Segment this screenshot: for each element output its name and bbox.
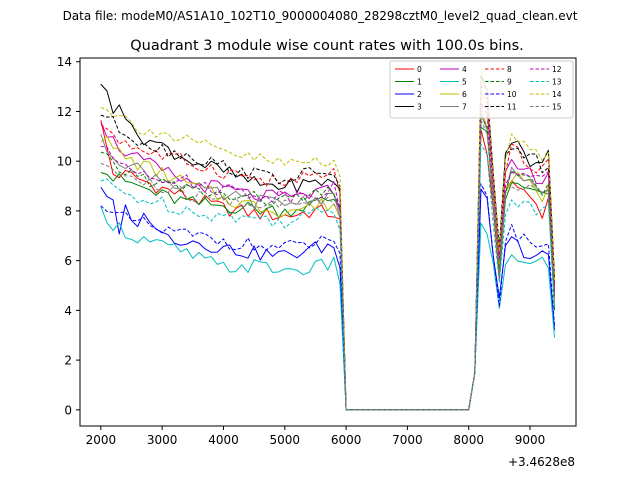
x-tick-label: 7000 xyxy=(392,433,423,447)
y-tick-label: 0 xyxy=(64,403,72,417)
x-tick-label: 6000 xyxy=(331,433,362,447)
legend-label-14: 14 xyxy=(552,90,562,99)
legend-label-10: 10 xyxy=(507,90,517,99)
legend-box xyxy=(389,60,574,119)
x-tick-label: 3000 xyxy=(147,433,178,447)
legend-label-3: 3 xyxy=(417,103,422,112)
x-axis: 2000 3000 4000 5000 6000 7000 8000 9000 xyxy=(86,426,546,447)
series-layer xyxy=(100,68,556,411)
y-tick-label: 6 xyxy=(64,254,72,268)
legend-label-5: 5 xyxy=(462,78,467,87)
plot-area xyxy=(80,58,576,426)
y-axis: 0 2 4 6 8 10 12 14 xyxy=(57,55,80,417)
legend-label-13: 13 xyxy=(552,78,562,87)
x-tick-label: 2000 xyxy=(86,433,117,447)
legend-label-12: 12 xyxy=(552,65,562,74)
y-tick-label: 12 xyxy=(57,105,72,119)
legend-label-11: 11 xyxy=(507,103,517,112)
legend-label-0: 0 xyxy=(417,65,422,74)
suptitle: Data file: modeM0/AS1A10_102T10_90000040… xyxy=(63,9,578,23)
y-tick-label: 10 xyxy=(57,155,72,169)
y-tick-label: 14 xyxy=(57,55,72,69)
series-line-15 xyxy=(100,119,556,411)
series-line-9 xyxy=(100,116,556,411)
chart-title: Quadrant 3 module wise count rates with … xyxy=(130,38,524,54)
legend-label-6: 6 xyxy=(462,90,467,99)
y-tick-label: 2 xyxy=(64,354,72,368)
y-tick-label: 4 xyxy=(64,304,72,318)
series-line-10 xyxy=(100,183,556,411)
series-line-12 xyxy=(100,103,556,411)
series-line-5 xyxy=(100,206,556,411)
legend-label-4: 4 xyxy=(462,65,467,74)
x-tick-label: 8000 xyxy=(453,433,484,447)
series-line-13 xyxy=(100,143,556,411)
legend-label-2: 2 xyxy=(417,90,422,99)
legend-label-8: 8 xyxy=(507,65,512,74)
legend-label-9: 9 xyxy=(507,78,512,87)
legend-label-7: 7 xyxy=(462,103,467,112)
y-tick-label: 8 xyxy=(64,204,72,218)
x-offset-label: +3.4628e8 xyxy=(508,455,575,469)
axes-frame xyxy=(79,57,577,427)
legend-label-1: 1 xyxy=(417,78,422,87)
x-tick-label: 9000 xyxy=(515,433,546,447)
legend-label-15: 15 xyxy=(552,103,562,112)
x-tick-label: 4000 xyxy=(208,433,239,447)
x-tick-label: 5000 xyxy=(270,433,301,447)
